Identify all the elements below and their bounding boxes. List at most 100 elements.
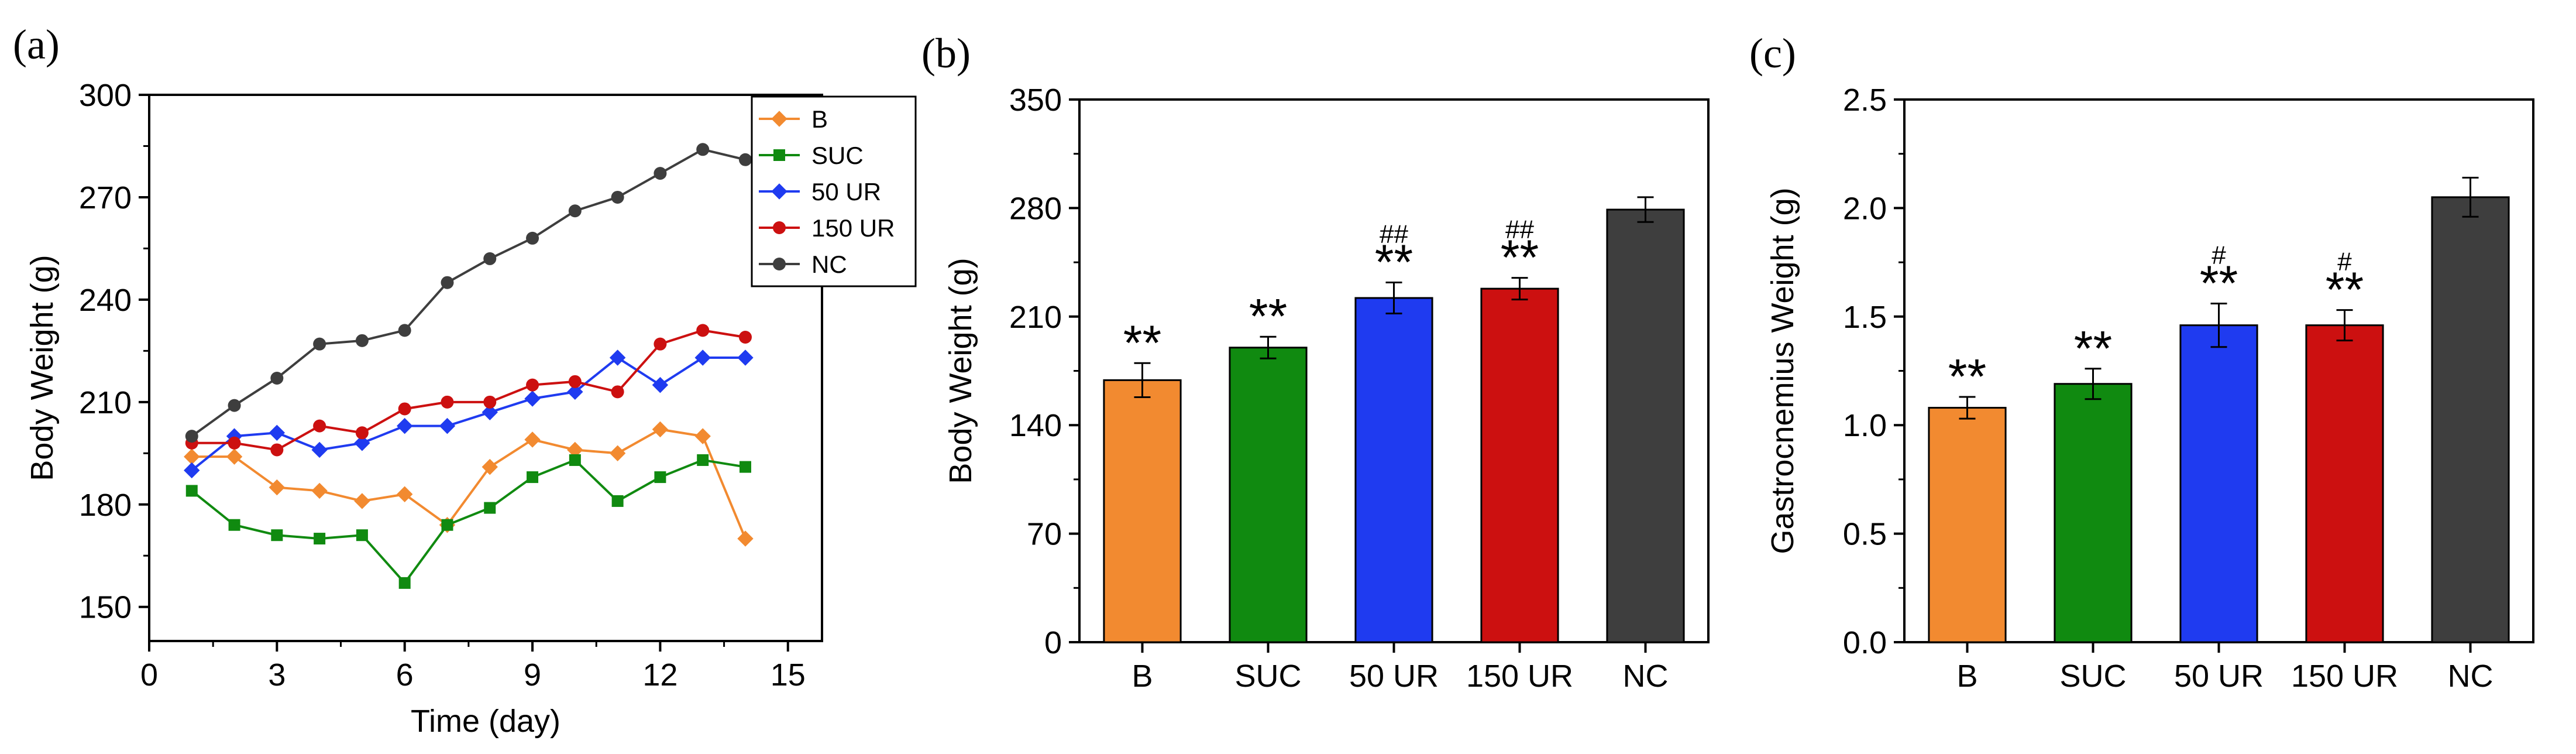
panel-a-data-point [524,390,541,407]
panel-a-data-point [654,337,667,351]
panel-b-x-tick-label: B [1131,659,1153,694]
panel-a-data-point [739,461,751,473]
panel-a-data-point [439,417,456,434]
panel-b-bar-50-ur [1354,297,1433,643]
panel-b-bar-150-ur [1480,287,1559,643]
panel-a-series-line-suc [191,458,746,585]
panel-a-data-point [611,190,624,204]
panel-a-x-tick-label: 0 [140,657,158,693]
panel-a-legend-entry: SUC [811,142,864,169]
panel-a-x-tick-label: 15 [771,657,806,693]
panel-a-data-point [694,428,711,444]
panel-b-y-tick-label: 210 [1009,300,1062,335]
panel-b-y-tick-label: 280 [1009,191,1062,226]
panel-a-data-point [611,385,624,399]
panel-b-label: (b) [921,30,971,77]
panel-a-data-point [228,436,241,450]
panel-a-data-point [482,404,498,421]
panel-a-data-point [355,426,369,440]
panel-b-x-tick-label: 150 UR [1466,659,1573,694]
panel-b-bar-suc [1229,347,1308,643]
panel-c-bar-50-ur [2179,324,2258,643]
panel-a-data-point [271,529,283,541]
panel-a-y-tick-label: 300 [79,78,132,113]
panel-a-data-point [441,395,454,409]
panel-a-data-point [484,502,496,514]
panel-b-y-tick-label: 0 [1044,625,1062,660]
panel-b-y-tick-label: 140 [1009,408,1062,443]
panel-a-data-point [737,530,754,547]
panel-c-bar-chart: (c) 0.0 0.5 1.0 1.5 2.0 2.5 Gastrocnemius Weig… [1749,30,2534,694]
panel-b-y-tick-label: 350 [1009,83,1062,118]
panel-a-data-point [184,462,200,479]
panel-a-legend-marker [773,149,785,161]
panel-a-data-point [482,458,498,475]
panel-c-y-tick-label: 0.5 [1843,517,1887,552]
panel-b-significance-stars: ** [1501,230,1539,285]
panel-a-data-point [483,395,497,409]
panel-a-data-point [652,376,669,393]
panel-a-data-point [311,482,328,499]
panel-a-data-point [269,479,286,496]
panel-c-bar-nc [2431,196,2510,643]
panel-a-data-point [738,331,752,344]
panel-a-data-point [269,424,286,441]
panel-a-data-point [313,419,326,433]
panel-c-x-tick-label: 50 UR [2174,659,2264,694]
panel-a-data-point [441,519,453,531]
panel-a-data-point [696,324,710,337]
panel-b-x-tick-label: SUC [1234,659,1301,694]
panel-a-data-point [611,495,624,507]
panel-a-plot-frame [148,94,823,642]
panel-a-data-point [355,334,369,347]
panel-c-x-tick-label: SUC [2059,659,2126,694]
panel-a-data-point [354,435,370,451]
panel-c-y-tick-label: 0.0 [1843,625,1887,660]
panel-a-data-point [527,471,539,484]
panel-a-data-point [184,448,200,465]
panel-a-y-tick-label: 180 [79,488,132,523]
panel-a-y-tick-label: 210 [79,385,132,420]
panel-a-data-point [654,167,667,180]
panel-a-data-point [226,448,243,465]
panel-a-legend-marker [771,111,787,127]
panel-a-legend-entry: 50 UR [811,178,881,205]
panel-b-significance-stars: ** [1123,315,1161,370]
panel-b-bar-b [1103,379,1182,643]
panel-a-data-point [609,349,626,366]
panel-c-x-tick-label: B [1956,659,1977,694]
panel-a-data-point [526,231,539,245]
panel-a-y-tick-label: 240 [79,283,132,318]
panel-a-data-point [652,421,669,438]
panel-c-y-tick-label: 1.5 [1843,300,1887,335]
panel-a-data-point [568,375,582,388]
panel-a-data-point [397,486,413,502]
panel-a-data-point [398,577,411,589]
panel-a-data-point [356,529,368,541]
panel-a-data-point [696,143,710,156]
panel-a-data-point [526,378,539,392]
panel-c-significance-stars: ** [1948,349,1986,404]
panel-c-y-axis-title: Gastrocnemius Weight (g) [1765,187,1800,554]
panel-a-series-line-150-ur [191,329,746,451]
panel-b-significance-hash: ## [1380,220,1408,249]
panel-a-data-point [654,471,666,484]
panel-c-bar-150-ur [2305,324,2384,643]
panel-a-x-tick-label: 3 [268,657,286,693]
panel-c-significance-hash: # [2337,248,2352,276]
panel-a-data-point [737,349,754,366]
panel-a-legend-marker [773,221,786,234]
panel-a-data-point [228,399,241,412]
panel-a-legend-entry: 150 UR [811,214,895,242]
panel-a-data-point [185,485,198,497]
panel-c-bar-suc [2054,383,2133,643]
panel-b-bar-nc [1606,208,1685,643]
panel-b-y-axis-title: Body Weight (g) [943,258,978,484]
panel-a-data-point [441,276,454,289]
panel-a-data-point [694,349,711,366]
panel-a-data-point [524,431,541,448]
panel-a-x-tick-label: 12 [642,657,677,693]
panel-a-y-tick-label: 270 [79,180,132,215]
panel-a-data-point [567,383,583,400]
